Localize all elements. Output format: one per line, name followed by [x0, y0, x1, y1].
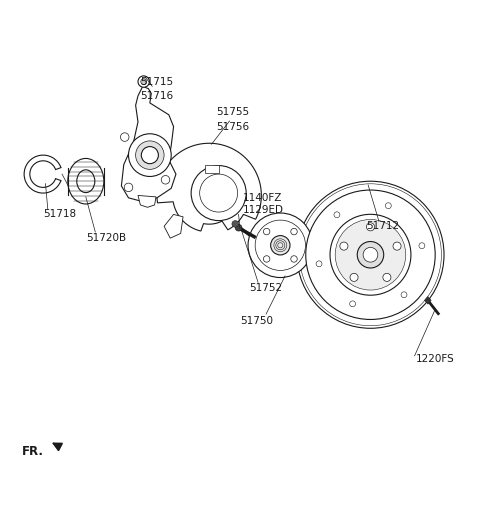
- Text: 51716: 51716: [141, 91, 174, 101]
- Circle shape: [363, 248, 378, 262]
- Polygon shape: [164, 214, 183, 238]
- Circle shape: [191, 166, 246, 221]
- Circle shape: [349, 301, 356, 307]
- Circle shape: [350, 274, 358, 281]
- Text: 51752: 51752: [250, 283, 283, 293]
- Circle shape: [366, 223, 374, 231]
- Polygon shape: [121, 86, 176, 201]
- Circle shape: [200, 174, 238, 212]
- Circle shape: [141, 146, 158, 163]
- Text: 51712: 51712: [366, 221, 399, 231]
- Circle shape: [161, 175, 170, 184]
- Ellipse shape: [68, 158, 104, 204]
- Polygon shape: [424, 296, 431, 304]
- Text: 51718: 51718: [43, 210, 76, 220]
- Circle shape: [232, 221, 239, 227]
- Circle shape: [124, 183, 133, 192]
- Circle shape: [334, 212, 340, 217]
- Circle shape: [264, 256, 270, 262]
- Circle shape: [340, 242, 348, 250]
- Circle shape: [335, 220, 406, 290]
- Polygon shape: [205, 165, 219, 173]
- Circle shape: [316, 261, 322, 267]
- Circle shape: [248, 213, 312, 278]
- Text: 51755: 51755: [216, 107, 250, 117]
- Circle shape: [291, 256, 297, 262]
- Circle shape: [136, 141, 164, 169]
- Circle shape: [120, 133, 129, 141]
- Text: 51750: 51750: [240, 316, 273, 326]
- Circle shape: [271, 236, 290, 255]
- Text: 51756: 51756: [216, 121, 250, 132]
- Circle shape: [330, 214, 411, 295]
- Circle shape: [297, 181, 444, 329]
- Circle shape: [235, 224, 242, 231]
- Circle shape: [138, 76, 149, 87]
- Polygon shape: [138, 196, 156, 207]
- Text: 51715: 51715: [141, 77, 174, 87]
- Text: 51720B: 51720B: [86, 233, 126, 243]
- Text: 1140FZ: 1140FZ: [242, 193, 282, 203]
- Text: 1220FS: 1220FS: [416, 354, 454, 364]
- Circle shape: [385, 203, 391, 209]
- Circle shape: [291, 228, 297, 235]
- Polygon shape: [157, 143, 261, 231]
- Circle shape: [255, 220, 305, 270]
- Circle shape: [306, 190, 435, 320]
- Circle shape: [401, 292, 407, 298]
- Ellipse shape: [77, 170, 95, 193]
- Text: 1129ED: 1129ED: [242, 204, 283, 215]
- Circle shape: [419, 243, 425, 249]
- Text: FR.: FR.: [22, 445, 44, 458]
- Circle shape: [129, 134, 171, 176]
- Circle shape: [141, 79, 146, 85]
- Circle shape: [357, 241, 384, 268]
- Circle shape: [383, 274, 391, 281]
- Circle shape: [300, 184, 442, 326]
- Circle shape: [264, 228, 270, 235]
- Circle shape: [393, 242, 401, 250]
